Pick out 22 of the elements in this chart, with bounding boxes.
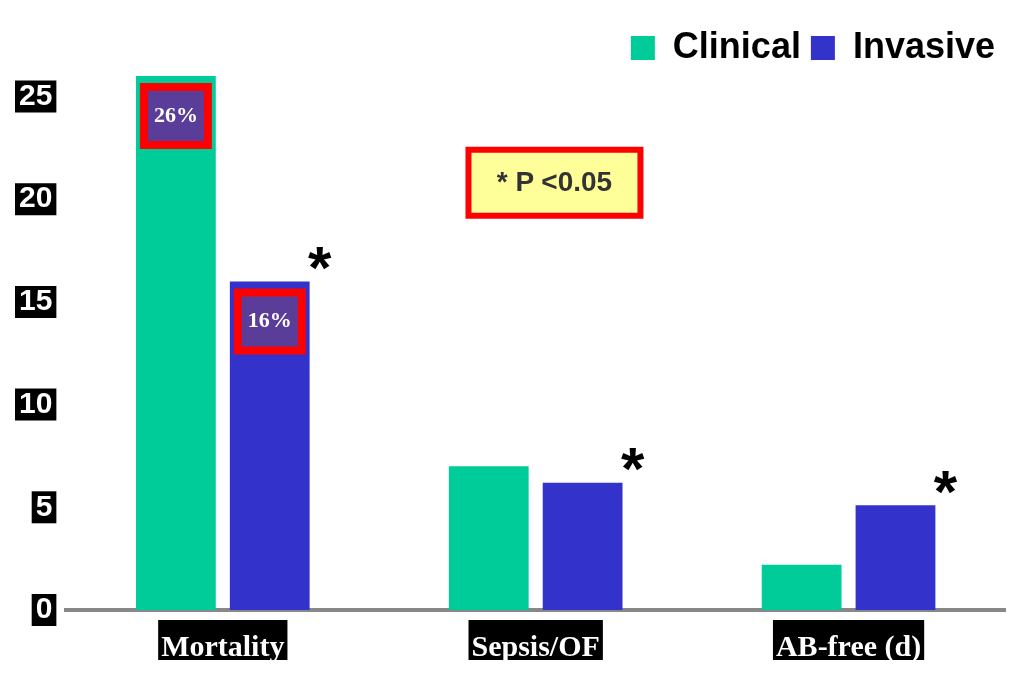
y-tick-label: 10	[18, 385, 53, 419]
y-tick-label: 15	[18, 283, 53, 317]
legend-label: Invasive	[852, 24, 996, 66]
x-tick-label: Sepsis/OF	[471, 628, 600, 662]
bar	[135, 76, 216, 610]
annotation: *	[620, 435, 645, 503]
data-label: 26%	[153, 101, 198, 127]
legend-label: Clinical	[672, 24, 801, 66]
data-label: 16%	[247, 307, 292, 333]
annotation: *	[308, 233, 333, 301]
y-tick-label: 20	[18, 180, 53, 214]
y-tick-label: 0	[35, 591, 53, 625]
bar	[855, 505, 936, 610]
bar	[761, 564, 842, 610]
y-tick-label: 5	[35, 488, 53, 522]
x-tick-label: AB-free (d)	[775, 628, 922, 663]
y-tick-label: 25	[18, 77, 53, 111]
annotation: * P <0.05	[496, 165, 613, 197]
x-tick-label: Mortality	[161, 628, 285, 662]
bar	[542, 482, 623, 610]
bar	[448, 466, 529, 610]
annotation: *	[933, 457, 958, 525]
